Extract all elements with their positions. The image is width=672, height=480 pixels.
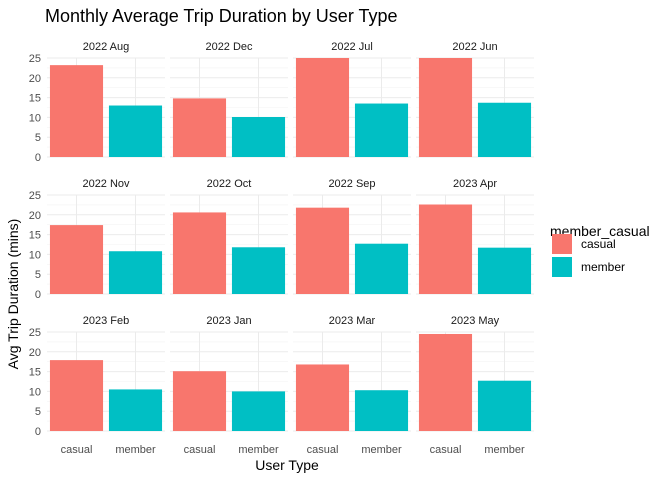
facet-panel: 2023 Jan casual member	[170, 315, 288, 456]
facet-label: 2023 Apr	[453, 178, 497, 190]
y-tick-label: 10	[29, 249, 41, 261]
y-tick-label: 25	[29, 327, 41, 339]
facet-panel: 2022 Jun	[416, 41, 534, 158]
legend-swatch-casual	[552, 234, 572, 254]
x-tick-label: casual	[184, 444, 216, 456]
y-tick-label: 0	[35, 289, 41, 301]
bar-member	[231, 391, 286, 431]
x-axis-title: User Type	[255, 457, 319, 473]
legend-label-member: member	[581, 260, 625, 274]
y-tick-label: 20	[29, 210, 41, 222]
facet-label: 2023 May	[451, 315, 500, 327]
facet-panels: 2022 Aug 0 5 10 15 20 25 2022 Dec 2022 Jul 2022 J…	[29, 41, 534, 456]
x-tick-label: casual	[430, 444, 462, 456]
chart-title: Monthly Average Trip Duration by User Ty…	[45, 6, 398, 26]
y-tick-label: 5	[35, 132, 41, 144]
y-tick-label: 15	[29, 93, 41, 105]
y-tick-label: 5	[35, 269, 41, 281]
facet-label: 2022 Oct	[207, 178, 252, 190]
facet-label: 2022 Aug	[83, 41, 130, 53]
x-tick-label: casual	[307, 444, 339, 456]
bar-casual	[295, 58, 350, 157]
facet-label: 2022 Nov	[82, 178, 130, 190]
x-tick-label: casual	[61, 444, 93, 456]
y-tick-label: 20	[29, 347, 41, 359]
facet-label: 2022 Dec	[205, 41, 253, 53]
x-tick-label: member	[115, 444, 156, 456]
bar-casual	[172, 98, 227, 157]
facet-label: 2022 Jun	[452, 41, 497, 53]
bar-casual	[49, 360, 104, 431]
y-tick-label: 25	[29, 53, 41, 65]
bar-member	[231, 247, 286, 294]
facet-panel: 2022 Dec	[170, 41, 288, 158]
legend: member_casual casual member	[550, 223, 650, 277]
bar-casual	[295, 364, 350, 431]
y-tick-label: 15	[29, 230, 41, 242]
x-tick-label: member	[484, 444, 525, 456]
bar-member	[477, 247, 532, 294]
bar-member	[108, 389, 163, 431]
legend-label-casual: casual	[581, 237, 616, 251]
bar-member	[108, 251, 163, 294]
facet-label: 2022 Jul	[331, 41, 373, 53]
facet-panel: 2022 Oct	[170, 178, 288, 295]
bar-member	[108, 105, 163, 157]
bar-casual	[418, 58, 473, 157]
bar-casual	[49, 65, 104, 157]
facet-panel: 2022 Sep	[293, 178, 411, 295]
x-tick-label: member	[361, 444, 402, 456]
facet-label: 2023 Mar	[329, 315, 376, 327]
bar-casual	[418, 204, 473, 294]
y-tick-label: 5	[35, 406, 41, 418]
bar-member	[354, 243, 409, 294]
bar-member	[354, 390, 409, 431]
y-tick-label: 10	[29, 386, 41, 398]
bar-casual	[49, 225, 104, 294]
x-tick-label: member	[238, 444, 279, 456]
facet-label: 2023 Feb	[83, 315, 129, 327]
bar-member	[354, 103, 409, 157]
facet-panel: 2022 Jul	[293, 41, 411, 158]
facet-panel: 2023 Mar casual member	[293, 315, 411, 456]
facet-panel: 2022 Nov 0 5 10 15 20 25	[29, 178, 165, 301]
legend-swatch-member	[552, 257, 572, 277]
facet-panel: 2023 Feb 0 5 10 15 20 25 casual member	[29, 315, 165, 456]
y-tick-label: 20	[29, 73, 41, 85]
y-tick-label: 10	[29, 112, 41, 124]
bar-casual	[172, 212, 227, 294]
y-tick-label: 0	[35, 426, 41, 438]
bar-member	[477, 380, 532, 431]
facet-panel: 2023 Apr	[416, 178, 534, 295]
facet-label: 2023 Jan	[206, 315, 251, 327]
bar-member	[231, 117, 286, 157]
y-tick-label: 25	[29, 190, 41, 202]
facet-label: 2022 Sep	[328, 178, 375, 190]
y-axis-title: Avg Trip Duration (mins)	[5, 219, 21, 370]
y-tick-label: 0	[35, 152, 41, 164]
bar-casual	[295, 207, 350, 294]
facet-panel: 2023 May casual member	[416, 315, 534, 456]
y-tick-label: 15	[29, 367, 41, 379]
legend-title: member_casual	[550, 223, 650, 239]
bar-casual	[418, 333, 473, 431]
bar-member	[477, 102, 532, 157]
bar-casual	[172, 371, 227, 431]
facet-panel: 2022 Aug 0 5 10 15 20 25	[29, 41, 165, 164]
